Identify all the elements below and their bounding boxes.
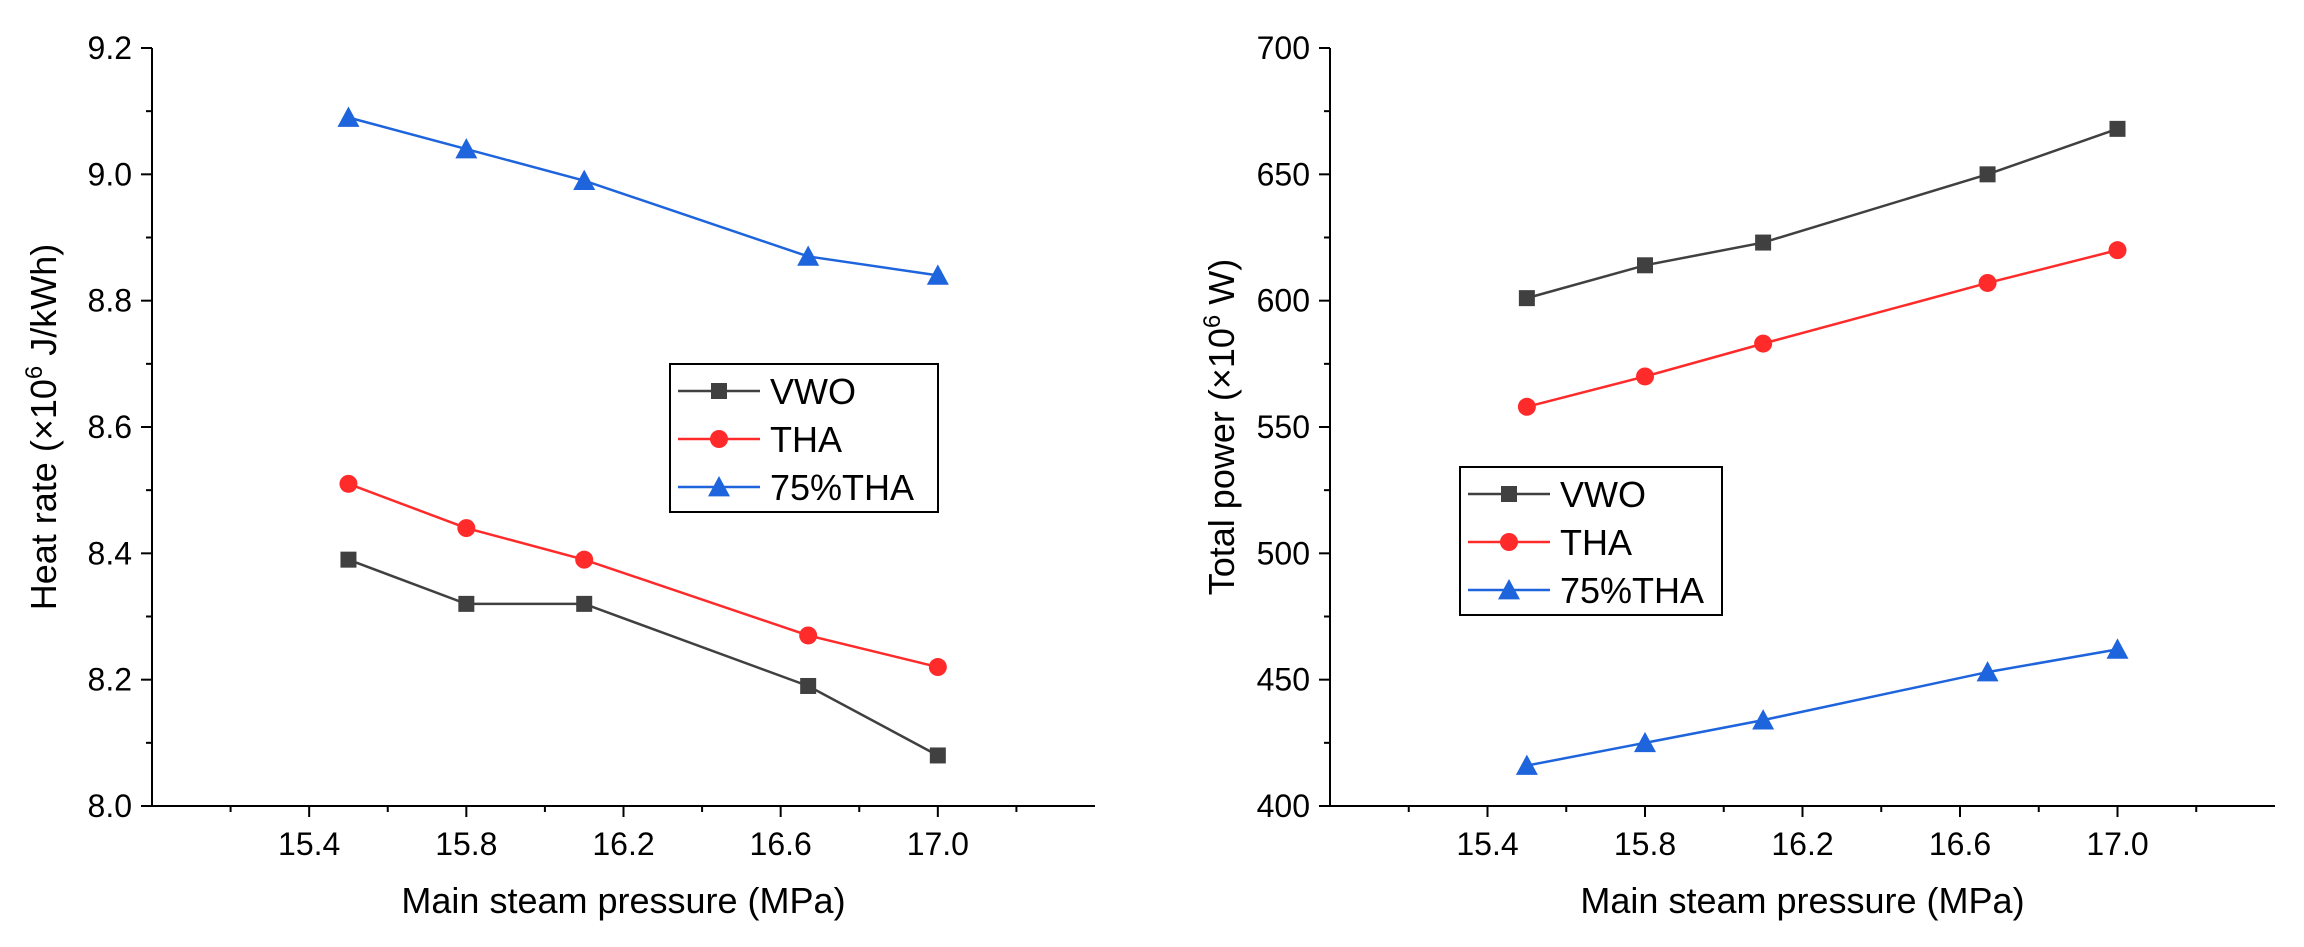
legend-marker	[711, 383, 727, 399]
x-axis-title: Main steam pressure (MPa)	[401, 880, 845, 921]
series-line	[348, 558, 939, 757]
x-tick-label: 15.4	[278, 826, 340, 862]
data-point	[1637, 257, 1653, 274]
data-point	[337, 106, 360, 127]
x-tick-label: 16.6	[750, 826, 812, 862]
y-axis-title-main: Heat rate (×10	[23, 379, 64, 610]
legend-marker	[708, 476, 730, 497]
series-line	[348, 116, 939, 277]
data-point	[800, 677, 817, 694]
data-point	[1752, 709, 1775, 730]
series-75pct-tha	[1515, 638, 2129, 775]
data-point	[1979, 166, 1996, 183]
x-axis-title: Main steam pressure (MPa)	[1580, 880, 2024, 921]
y-axis-title-exponent: 6	[1199, 315, 1226, 328]
data-point	[1754, 334, 1773, 353]
data-point	[2108, 241, 2127, 260]
legend-label: VWO	[1560, 474, 1646, 515]
y-axis-title: Heat rate (×106 J/kWh)	[21, 244, 64, 611]
y-axis-title: Total power (×106 W)	[1199, 259, 1242, 595]
heat-rate-chart: 8.0 8.2 8.4 8.6 8.8 9.0 9.2 15.4 15.8 16.2 16.6 17.…	[21, 30, 1095, 921]
legend-label: 75%THA	[1560, 570, 1704, 611]
x-tick-label: 16.6	[1929, 826, 1991, 862]
x-tick-label: 17.0	[907, 826, 969, 862]
legend-label: 75%THA	[770, 467, 914, 508]
x-tick-label: 15.4	[1456, 826, 1518, 862]
y-tick-label: 8.4	[88, 535, 132, 571]
y-axis-title-exponent: 6	[21, 366, 48, 379]
data-point	[1518, 290, 1535, 307]
data-point	[340, 551, 357, 568]
y-tick-label: 600	[1257, 283, 1310, 319]
data-point	[576, 595, 593, 612]
data-point	[799, 626, 818, 645]
y-axis-title-main: Total power (×10	[1201, 328, 1242, 595]
y-axis-title-unit: J/kWh)	[23, 244, 64, 366]
data-point	[2109, 120, 2126, 137]
legend-label: THA	[770, 419, 842, 460]
y-tick-label: 8.6	[88, 409, 132, 445]
y-tick-label: 550	[1257, 409, 1310, 445]
y-tick-label: 8.8	[88, 283, 132, 319]
data-point	[339, 474, 358, 493]
series-tha	[339, 474, 947, 677]
data-point	[1515, 754, 1538, 775]
data-point	[575, 550, 594, 569]
data-point	[1976, 661, 1999, 682]
data-point	[1634, 731, 1656, 753]
series-vwo	[340, 551, 946, 764]
legend-label: THA	[1560, 522, 1632, 563]
series-line	[1526, 648, 2118, 767]
data-point	[1636, 367, 1654, 386]
x-tick-label: 16.2	[592, 826, 654, 862]
legend-marker	[1498, 579, 1520, 600]
data-point	[455, 138, 478, 159]
legend: VWO THA 75%THA	[1459, 466, 1723, 616]
y-tick-label: 450	[1257, 662, 1310, 698]
legend-marker	[1501, 486, 1517, 502]
legend: VWO THA 75%THA	[669, 363, 939, 513]
total-power-chart: 400 450 500 550 600 650 700 15.4 15.8 16.2 16.6 17.…	[1199, 30, 2275, 921]
legend-label: VWO	[770, 371, 856, 412]
y-tick-label: 700	[1257, 30, 1310, 66]
data-point	[929, 747, 946, 764]
data-point	[797, 245, 820, 266]
x-tick-label: 17.0	[2086, 826, 2148, 862]
y-axis-title-unit: W)	[1201, 259, 1242, 315]
series-tha	[1517, 241, 2127, 416]
data-point	[457, 519, 476, 538]
data-point	[2106, 638, 2129, 659]
x-tick-label: 15.8	[1614, 826, 1676, 862]
y-tick-label: 9.0	[88, 156, 132, 192]
data-point	[1517, 397, 1536, 416]
series-75pct-tha	[337, 106, 949, 285]
data-point	[573, 169, 596, 190]
data-point	[926, 264, 949, 285]
y-tick-label: 8.0	[88, 788, 132, 824]
data-point	[1978, 273, 1997, 292]
y-tick-label: 400	[1257, 788, 1310, 824]
x-tick-label: 15.8	[435, 826, 497, 862]
data-point	[458, 595, 475, 612]
data-point	[928, 658, 947, 677]
y-tick-label: 9.2	[88, 30, 132, 66]
data-point	[1755, 234, 1772, 251]
legend-marker	[1500, 533, 1518, 551]
y-tick-label: 500	[1257, 535, 1310, 571]
series-vwo	[1518, 120, 2126, 307]
y-tick-label: 8.2	[88, 662, 132, 698]
x-tick-label: 16.2	[1771, 826, 1833, 862]
y-tick-label: 650	[1257, 156, 1310, 192]
legend-marker	[710, 430, 728, 448]
